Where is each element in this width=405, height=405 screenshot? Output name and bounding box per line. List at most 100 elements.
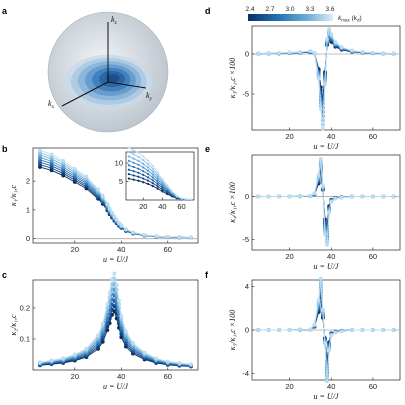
data-point <box>308 194 313 198</box>
x-axis-label: u = U/J <box>314 392 339 401</box>
data-point <box>142 173 145 176</box>
data-point <box>146 172 150 176</box>
data-point <box>165 234 170 239</box>
data-point <box>161 186 164 189</box>
y-axis-label: κ₄/κ₁,c ×100 <box>228 182 237 222</box>
data-point <box>277 194 281 199</box>
data-point <box>320 126 325 131</box>
data-point <box>132 170 135 173</box>
data-point <box>312 191 317 196</box>
data-point <box>132 165 135 169</box>
kx-label: kx <box>48 99 55 110</box>
series <box>38 293 193 368</box>
data-point <box>112 271 117 276</box>
data-point <box>156 173 159 176</box>
data-point <box>132 174 135 177</box>
axes-frame <box>251 25 401 131</box>
data-point <box>266 194 271 199</box>
data-point <box>391 194 396 199</box>
data-point <box>142 159 145 162</box>
x-tick-label: 60 <box>164 245 172 254</box>
colorbar-tick-label: 3.0 <box>285 6 294 13</box>
series-line <box>39 277 192 365</box>
data-point <box>339 45 344 49</box>
data-point <box>308 49 313 53</box>
data-point <box>320 307 325 312</box>
data-point <box>329 32 334 36</box>
data-point <box>127 177 130 180</box>
data-point <box>49 358 54 363</box>
data-point <box>177 235 182 239</box>
data-point <box>38 148 42 153</box>
data-point <box>117 220 121 225</box>
data-point <box>142 155 145 158</box>
data-point <box>84 346 89 351</box>
series <box>38 298 193 368</box>
data-point <box>170 189 174 193</box>
x-tick-label: 40 <box>117 372 125 381</box>
ky-label: ky <box>146 91 153 102</box>
data-point <box>287 328 292 332</box>
series <box>38 282 193 367</box>
data-point <box>127 173 130 176</box>
data-point <box>256 51 261 56</box>
fermi-sphere-diagram: kz kx ky <box>47 11 169 133</box>
series <box>256 276 396 384</box>
data-point <box>329 333 334 338</box>
data-point <box>146 159 150 162</box>
data-point <box>107 290 112 295</box>
data-point <box>323 81 327 86</box>
data-point <box>146 169 150 172</box>
data-point <box>146 166 150 169</box>
y-tick-label: -4 <box>242 369 249 378</box>
colorbar-tick-label: 3.3 <box>305 6 314 13</box>
data-point <box>114 217 119 222</box>
y-axis-label: κ₅/κ₁,c ×100 <box>228 310 237 350</box>
data-point <box>100 321 105 326</box>
data-point <box>127 146 130 149</box>
data-point <box>166 184 169 187</box>
data-point <box>318 276 323 281</box>
data-point <box>84 174 89 179</box>
y-axis-label: κ₂/κ₁,c <box>9 314 18 335</box>
data-point <box>318 156 323 161</box>
data-point <box>381 194 386 199</box>
data-point <box>124 329 128 334</box>
y-tick-label: 1 <box>26 205 30 214</box>
data-point <box>151 182 154 185</box>
data-point <box>151 167 154 170</box>
data-point <box>161 188 164 191</box>
series <box>256 165 396 236</box>
series <box>256 161 396 242</box>
x-tick-label: 40 <box>327 252 335 261</box>
panel-letter-d: d <box>205 6 211 16</box>
data-point <box>127 159 130 162</box>
panel-e: 20 40 60 -5 0 u = U/J κ₄/κ₁,c ×100 <box>228 154 401 271</box>
x-axis-label: u = U/J <box>314 262 339 271</box>
x-axis-label: u = U/J <box>314 142 339 151</box>
data-point <box>327 348 332 353</box>
data-point <box>119 223 124 228</box>
data-point <box>312 322 317 327</box>
kz-label: kz <box>111 15 118 26</box>
data-point <box>325 242 329 247</box>
data-point <box>127 155 130 158</box>
data-point <box>137 171 140 174</box>
data-point <box>329 199 334 204</box>
x-tick-label: 20 <box>285 382 293 391</box>
data-point <box>142 232 147 237</box>
data-point <box>156 178 159 181</box>
x-tick-label: 40 <box>158 202 166 211</box>
series <box>256 167 396 234</box>
data-point <box>177 361 182 365</box>
data-point <box>371 328 375 332</box>
x-tick-label: 20 <box>71 245 79 254</box>
data-point <box>185 198 188 201</box>
data-point <box>360 50 365 54</box>
data-point <box>323 341 327 346</box>
data-point <box>161 185 164 188</box>
x-axis-label: u = U/J <box>103 255 128 264</box>
data-point <box>287 50 292 55</box>
data-point <box>137 179 140 182</box>
